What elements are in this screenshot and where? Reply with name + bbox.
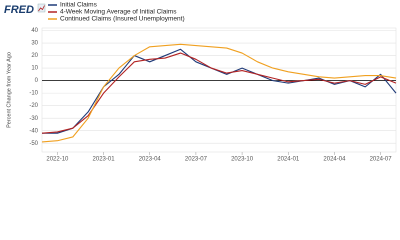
legend-label: Initial Claims <box>60 2 98 9</box>
x-tick-label: 2024-07 <box>370 157 393 163</box>
y-tick-label: 40 <box>31 28 38 34</box>
series-line <box>41 52 397 134</box>
y-tick-label: -20 <box>29 103 38 109</box>
x-tick-label: 2024-04 <box>323 157 346 163</box>
y-tick-label: 30 <box>31 41 38 47</box>
series-line <box>41 43 397 143</box>
y-tick-label: 0 <box>35 78 39 84</box>
x-tick-label: 2022-10 <box>46 157 69 163</box>
x-tick-label: 2023-04 <box>139 157 162 163</box>
y-tick-label: 20 <box>31 53 38 59</box>
y-tick-label: -40 <box>29 128 38 134</box>
x-tick-label: 2023-07 <box>185 157 208 163</box>
legend-label: Continued Claims (Insured Unemployment) <box>60 16 185 23</box>
y-tick-label: -10 <box>29 91 38 97</box>
plot-area <box>41 27 397 153</box>
legend-label: 4-Week Moving Average of Initial Claims <box>60 9 177 16</box>
y-tick-label: -50 <box>29 141 38 147</box>
x-tick-label: 2023-01 <box>93 157 116 163</box>
x-tick-label: 2023-10 <box>231 157 254 163</box>
y-tick-label: -30 <box>29 116 38 122</box>
logo-icon <box>37 3 46 13</box>
fred-logo: FRED <box>4 4 34 16</box>
y-axis-label: Percent Change from Year Ago <box>6 52 12 128</box>
x-tick-label: 2024-01 <box>277 157 300 163</box>
y-tick-label: 10 <box>31 66 38 72</box>
